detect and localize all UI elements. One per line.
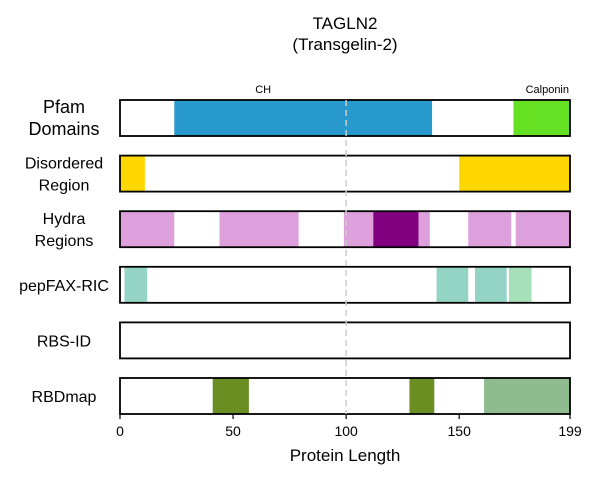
track-segment (373, 211, 419, 248)
track-segment (513, 100, 570, 136)
track-segment (124, 266, 148, 303)
track-segment (120, 211, 175, 248)
track-segment (120, 155, 145, 192)
track-label: Regions (35, 233, 94, 250)
track: RBS-ID (37, 321, 571, 360)
x-tick-label: 100 (334, 423, 358, 439)
track-border (119, 265, 571, 304)
track-border (119, 99, 571, 137)
x-tick-label: 150 (448, 423, 472, 439)
track-label: Hydra (43, 211, 86, 228)
x-axis: 0 50 100 150 199 (116, 100, 582, 439)
track-segment (219, 211, 299, 248)
track-label: RBS-ID (37, 333, 91, 350)
x-tick-label: 0 (116, 423, 124, 439)
track: Hydra Regions (35, 210, 571, 250)
domain-label: Calponin (526, 84, 569, 96)
track-segment (343, 211, 374, 248)
track-border (119, 154, 571, 193)
track-label: pepFAX-RIC (19, 278, 109, 295)
track-border (119, 321, 571, 360)
track: pepFAX-RIC (19, 265, 571, 304)
track-segment (484, 378, 570, 414)
chart-title-line-2: (Transgelin-2) (292, 35, 397, 54)
x-tick-label: 199 (558, 423, 582, 439)
track-label: RBDmap (32, 389, 97, 406)
track-segment (459, 155, 570, 192)
track-segment (436, 266, 469, 303)
x-tick-label: 50 (225, 423, 241, 439)
track-label: Region (39, 178, 90, 195)
track-segment (475, 266, 507, 303)
track-border (119, 377, 571, 415)
chart-title: TAGLN2 (Transgelin-2) (292, 14, 397, 54)
track: Disordered Region (25, 154, 571, 195)
x-axis-label: Protein Length (290, 446, 401, 465)
track: RBDmap (32, 377, 571, 415)
track-segment (418, 211, 430, 248)
track-label: Domains (28, 119, 99, 139)
domain-label: CH (255, 84, 271, 96)
track-segment (508, 266, 532, 303)
track-segment (174, 100, 433, 136)
track-segment (515, 211, 570, 248)
track-segment (409, 378, 435, 414)
track-border (119, 210, 571, 249)
chart-title-line-1: TAGLN2 (313, 14, 378, 33)
track-segment (468, 211, 512, 248)
track-segment (212, 378, 249, 414)
track-label: Pfam (43, 97, 85, 117)
track-label: Disordered (25, 156, 103, 173)
